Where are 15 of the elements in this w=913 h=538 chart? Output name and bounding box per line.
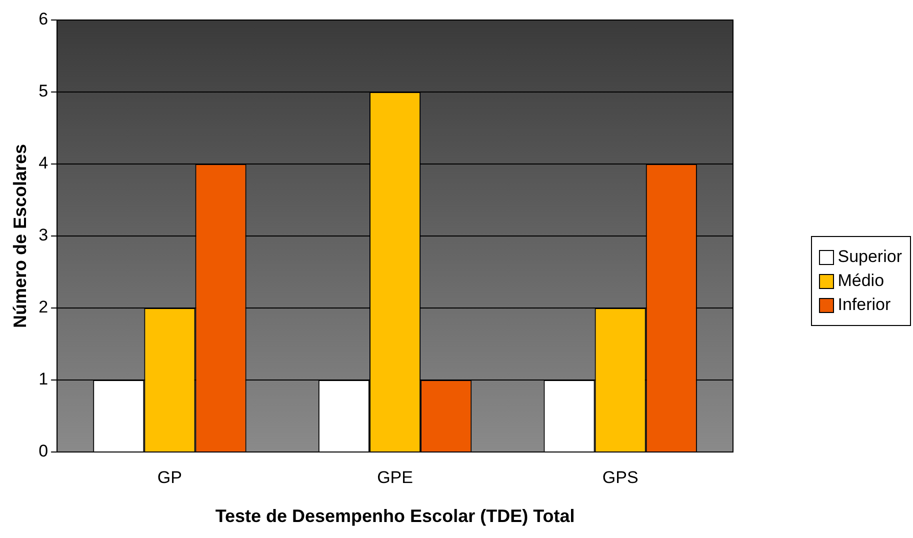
legend-label: Médio	[838, 271, 884, 291]
legend-label: Superior	[838, 247, 902, 267]
y-tick-label: 6	[38, 10, 48, 29]
y-tick-label: 0	[38, 442, 48, 461]
x-axis-title: Teste de Desempenho Escolar (TDE) Total	[215, 506, 575, 526]
y-tick-label: 1	[38, 370, 48, 389]
y-axis-title: Número de Escolares	[10, 144, 30, 328]
legend-label: Inferior	[838, 295, 891, 315]
x-tick-label: GPE	[377, 468, 413, 487]
y-tick-label: 4	[38, 154, 48, 173]
y-tick-label: 2	[38, 298, 48, 317]
x-tick-label: GP	[157, 468, 182, 487]
x-tick-label: GPS	[602, 468, 638, 487]
y-tick-label: 3	[38, 226, 48, 245]
y-tick-label: 5	[38, 82, 48, 101]
